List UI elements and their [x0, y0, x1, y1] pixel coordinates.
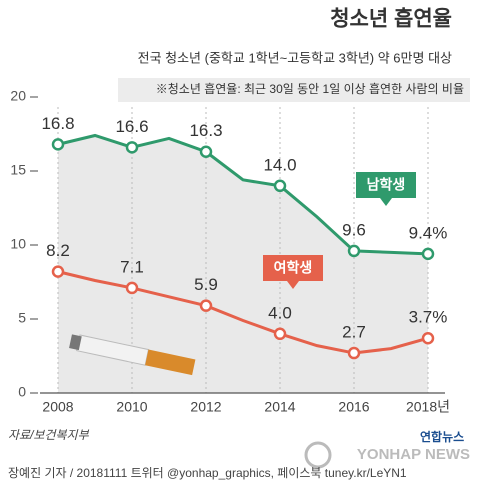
cigarette-icon [69, 334, 196, 376]
point [273, 327, 287, 341]
value-label: 9.4% [409, 223, 448, 242]
area [58, 135, 428, 394]
plot: 0 5 10 15 20 2008 2010 2012 2014 2016 2018년 16.8 16.… [10, 88, 450, 415]
legend-label: 여학생 [274, 260, 313, 276]
value-label: 5.9 [194, 275, 218, 294]
point [421, 331, 435, 345]
line [57, 270, 429, 355]
x-tick-label: 2012 [190, 399, 221, 415]
note-box [118, 78, 470, 102]
value-label: 2.7 [342, 323, 366, 342]
point [273, 179, 287, 193]
point [51, 265, 65, 278]
note: ※청소년 흡연율: 최근 30일 동안 1일 이상 흡연한 사람의 비율 [156, 82, 464, 96]
point [347, 244, 361, 258]
y-tick-label: 0 [18, 384, 26, 400]
value-label: 16.8 [41, 114, 74, 133]
value-label: 4.0 [268, 303, 292, 322]
logo-mark [304, 441, 332, 469]
logo-en: YONHAP NEWS [357, 446, 470, 463]
legend-box [263, 255, 323, 289]
point [199, 145, 213, 159]
logo: 연합뉴스 [420, 429, 464, 444]
value-label: 8.2 [46, 241, 70, 260]
legend-label: 남학생 [367, 177, 406, 193]
y-tick-label: 10 [10, 236, 26, 252]
legend-box [356, 172, 416, 206]
point [199, 299, 213, 312]
point [125, 141, 139, 154]
value-label: 3.7% [409, 308, 448, 327]
value-label: 7.1 [120, 257, 144, 276]
value-label: 16.6 [115, 117, 148, 136]
y-tick-label: 5 [18, 310, 26, 326]
x-tick-label: 2010 [116, 399, 147, 415]
x-tick-label: 2008 [42, 399, 73, 415]
footer: 장예진 기자 / 20181111 트위터 @yonhap_graphics, … [8, 466, 407, 480]
x-tick-label: 2018년 [406, 399, 450, 415]
subtitle: 전국 청소년 (중학교 1학년~고등학교 3학년) 약 6만명 대상 [138, 50, 452, 65]
source: 자료/보건복지부 [8, 428, 90, 442]
y-tick-label: 20 [10, 88, 26, 104]
value-label: 9.6 [342, 220, 366, 239]
x-tick-label: 2016 [338, 399, 369, 415]
value-label: 14.0 [263, 155, 296, 174]
chart-title: 청소년 흡연율 [330, 7, 452, 31]
point [51, 138, 65, 151]
x-tick-label: 2014 [264, 399, 295, 415]
point [125, 281, 139, 295]
y-tick-label: 15 [10, 162, 26, 178]
point [421, 247, 435, 261]
point [347, 346, 361, 360]
line [57, 133, 429, 256]
value-label: 16.3 [189, 121, 222, 140]
